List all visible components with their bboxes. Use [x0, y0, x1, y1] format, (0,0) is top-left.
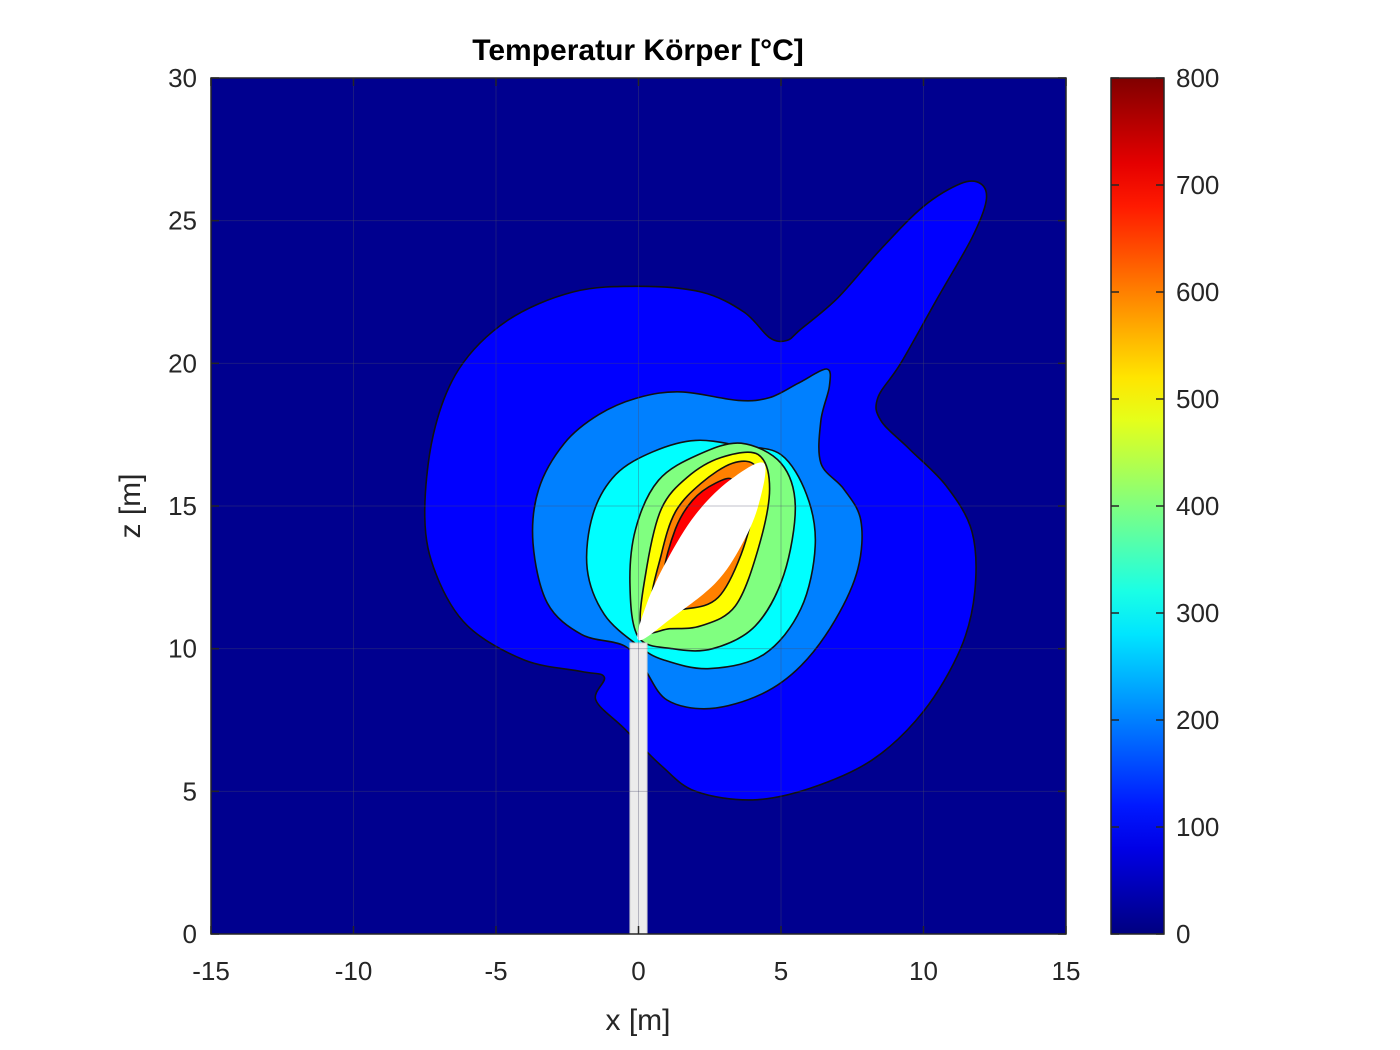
y-tick-label: 10	[168, 634, 197, 664]
y-tick-label: 20	[168, 348, 197, 378]
x-tick-label: -10	[335, 956, 373, 986]
contour-regions	[423, 180, 988, 935]
blank-body-region	[637, 462, 766, 641]
x-tick-label: -5	[484, 956, 507, 986]
colorbar-tick-label: 500	[1176, 384, 1219, 414]
colorbar-tick-label: 100	[1176, 812, 1219, 842]
colorbar: 0 100 200 300 400 500 600 700 800	[1110, 63, 1219, 949]
colorbar-tick-label: 400	[1176, 491, 1219, 521]
y-tick-label: 15	[168, 491, 197, 521]
colorbar-tick-label: 300	[1176, 598, 1219, 628]
chart-title: Temperatur Körper [°C]	[472, 34, 803, 67]
colorbar-scale	[1110, 77, 1165, 935]
colorbar-ticks: 0 100 200 300 400 500 600 700 800	[1111, 63, 1219, 949]
x-tick-label: -15	[192, 956, 230, 986]
colorbar-tick-label: 600	[1176, 277, 1219, 307]
y-axis-ticks: 0 5 10 15 20 25 30	[168, 63, 1066, 949]
y-tick-label: 0	[183, 919, 197, 949]
y-tick-label: 25	[168, 206, 197, 236]
colorbar-tick-label: 200	[1176, 705, 1219, 735]
x-tick-label: 5	[774, 956, 788, 986]
x-axis-label: x [m]	[606, 1004, 671, 1037]
colorbar-tick-label: 700	[1176, 170, 1219, 200]
colorbar-tick-label: 0	[1176, 919, 1190, 949]
y-tick-label: 5	[183, 776, 197, 806]
x-tick-label: 0	[631, 956, 645, 986]
x-tick-label: 10	[909, 956, 938, 986]
x-tick-label: 15	[1052, 956, 1081, 986]
plot-area	[210, 77, 1067, 935]
y-tick-label: 30	[168, 63, 197, 93]
colorbar-tick-label: 800	[1176, 63, 1219, 93]
x-axis-ticks: -15 -10 -5 0 5 10 15	[192, 78, 1080, 986]
y-axis-label: z [m]	[114, 474, 147, 539]
